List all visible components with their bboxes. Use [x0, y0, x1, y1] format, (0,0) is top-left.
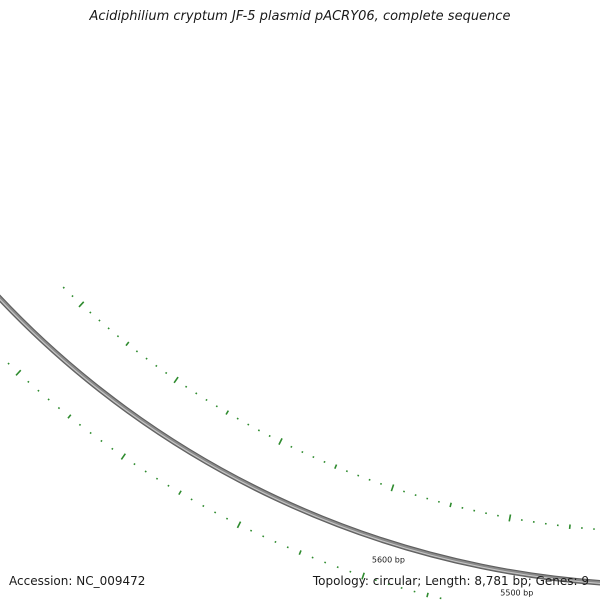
minor-tick — [111, 447, 114, 450]
minor-tick — [185, 385, 188, 388]
minor-tick — [57, 406, 61, 410]
minor-tick — [257, 429, 261, 432]
minor-tick — [155, 477, 159, 480]
backbone-highlight — [0, 298, 600, 584]
minor-tick — [215, 405, 218, 408]
outer-scale-ticks — [0, 354, 442, 600]
minor-tick — [67, 414, 72, 419]
minor-tick — [274, 540, 277, 543]
minor-tick — [37, 389, 40, 392]
minor-tick — [349, 570, 352, 573]
major-tick — [278, 437, 283, 445]
minor-tick — [178, 490, 182, 496]
minor-tick — [336, 566, 339, 569]
minor-tick — [236, 417, 239, 420]
minor-tick — [357, 474, 360, 477]
minor-tick — [214, 511, 217, 514]
minor-tick — [312, 455, 315, 459]
minor-tick — [133, 462, 136, 466]
minor-tick — [449, 502, 452, 508]
major-tick — [15, 369, 22, 376]
minor-tick — [262, 535, 265, 538]
map-title: Acidiphilium cryptum JF-5 plasmid pACRY0… — [89, 9, 511, 24]
major-tick — [236, 521, 242, 529]
minor-tick — [368, 478, 371, 481]
minor-tick — [62, 286, 65, 289]
minor-tick — [89, 431, 92, 435]
minor-tick — [27, 380, 30, 383]
minor-tick — [247, 423, 250, 426]
minor-tick — [195, 392, 198, 395]
minor-tick — [268, 434, 271, 438]
minor-tick — [334, 464, 338, 469]
backbone-shadow — [0, 294, 600, 586]
minor-tick — [71, 294, 74, 298]
minor-tick — [345, 470, 348, 473]
inner-scale-ticks — [62, 286, 595, 530]
minor-tick — [202, 504, 205, 508]
minor-tick — [144, 470, 147, 473]
backbone-ring — [0, 296, 600, 585]
minor-tick — [7, 362, 10, 365]
minor-tick — [155, 364, 158, 368]
minor-tick — [78, 423, 82, 426]
minor-tick — [116, 335, 120, 338]
bp-label: 5500 bp — [500, 589, 533, 598]
major-tick — [78, 301, 85, 308]
minor-tick — [167, 484, 170, 487]
bp-label: 5600 bp — [372, 556, 405, 565]
minor-tick — [323, 460, 326, 463]
minor-tick — [145, 357, 148, 360]
minor-tick — [311, 556, 314, 559]
minor-tick — [47, 398, 50, 401]
minor-tick — [426, 592, 429, 598]
major-tick — [173, 376, 179, 384]
minor-tick — [135, 350, 139, 353]
sequence-summary: Topology: circular; Length: 8,781 bp; Ge… — [312, 574, 589, 588]
minor-tick — [190, 498, 193, 501]
minor-tick — [125, 341, 130, 347]
accession-label: Accession: NC_009472 — [9, 574, 146, 588]
minor-tick — [286, 546, 289, 549]
minor-tick — [379, 482, 383, 485]
plasmid-backbone — [0, 294, 600, 586]
minor-tick — [298, 550, 302, 555]
minor-tick — [98, 319, 101, 322]
major-tick — [390, 484, 395, 492]
minor-tick — [290, 445, 293, 448]
minor-tick — [225, 517, 229, 520]
minor-tick — [165, 371, 168, 375]
major-tick — [120, 453, 126, 460]
minor-tick — [225, 410, 230, 415]
major-tick — [361, 572, 365, 580]
minor-tick — [324, 561, 327, 564]
minor-tick — [250, 529, 253, 532]
major-tick — [508, 514, 512, 522]
minor-tick — [301, 450, 304, 454]
minor-tick — [89, 311, 92, 314]
minor-tick — [107, 327, 110, 330]
minor-tick — [205, 398, 208, 402]
minor-tick — [100, 439, 103, 443]
